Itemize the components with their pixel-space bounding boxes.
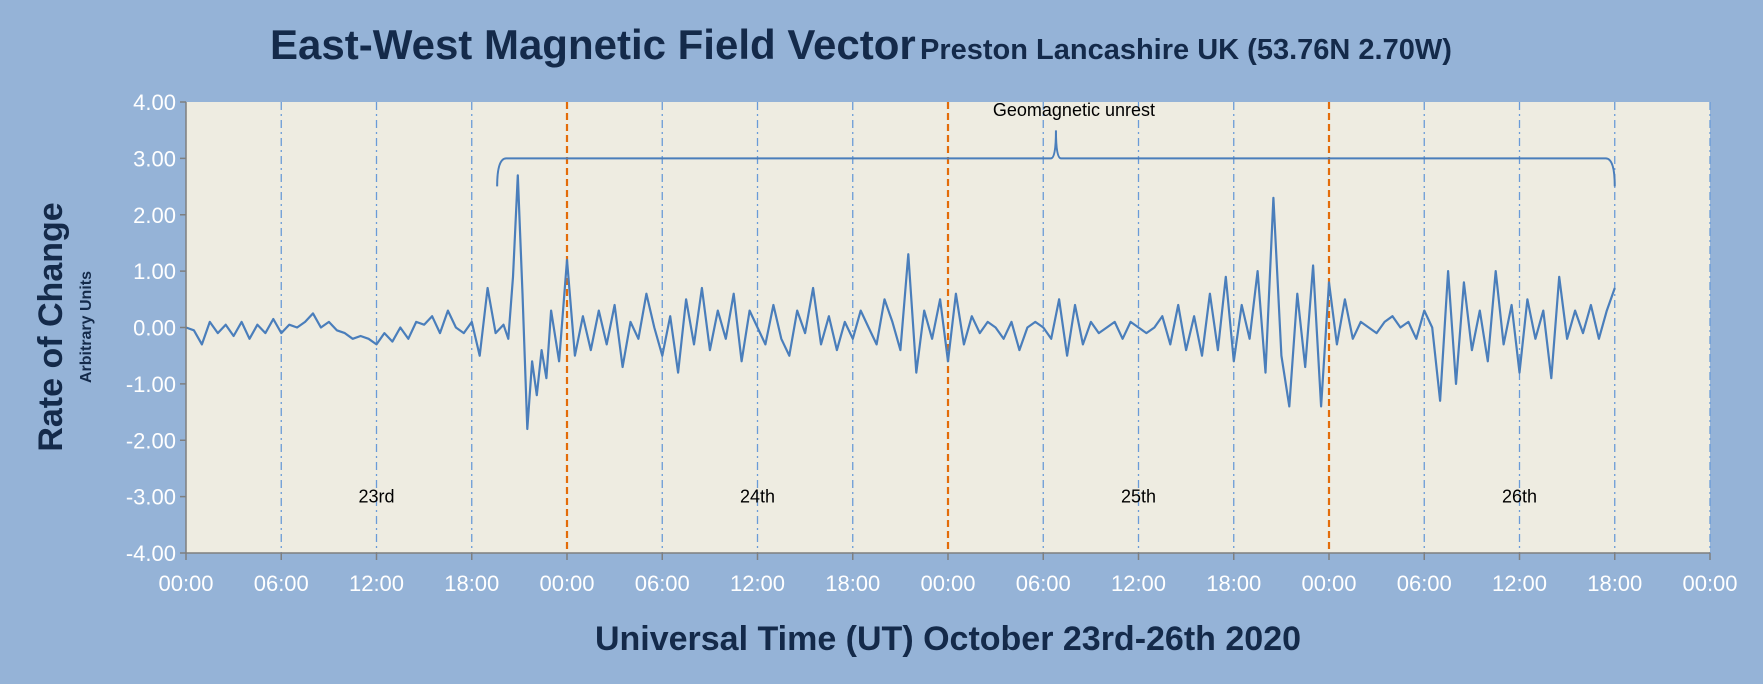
y-tick-label: -3.00 xyxy=(126,485,176,510)
x-tick-labels: 00:00 06:00 12:00 18:00 00:00 06:00 12:00 18:00… xyxy=(158,553,1738,596)
day-label: 23rd xyxy=(358,486,394,506)
x-tick-label: 18:00 xyxy=(1206,571,1261,596)
annotation-label: Geomagnetic unrest xyxy=(993,100,1155,120)
x-tick-label: 18:00 xyxy=(444,571,499,596)
x-tick-label: 12:00 xyxy=(349,571,404,596)
x-tick-label: 00:00 xyxy=(1301,571,1356,596)
x-tick-label: 00:00 xyxy=(158,571,213,596)
y-axis-subtitle: Arbitrary Units xyxy=(78,271,95,383)
x-tick-label: 00:00 xyxy=(920,571,975,596)
x-tick-label: 06:00 xyxy=(635,571,690,596)
x-tick-label: 12:00 xyxy=(1492,571,1547,596)
y-tick-label: 2.00 xyxy=(133,203,176,228)
y-tick-label: 0.00 xyxy=(133,316,176,341)
y-tick-label: -4.00 xyxy=(126,541,176,566)
day-label: 24th xyxy=(740,486,775,506)
x-tick-label: 12:00 xyxy=(730,571,785,596)
day-label: 26th xyxy=(1502,486,1537,506)
x-tick-label: 00:00 xyxy=(539,571,594,596)
y-tick-label: -2.00 xyxy=(126,428,176,453)
day-labels: 23rd 24th 25th 26th xyxy=(358,486,1537,506)
y-tick-label: 4.00 xyxy=(133,90,176,115)
chart-title: East-West Magnetic Field Vector xyxy=(270,21,916,68)
series-line xyxy=(185,174,1616,431)
y-tick-label: 1.00 xyxy=(133,259,176,284)
x-tick-label: 06:00 xyxy=(1016,571,1071,596)
annotation-bracket xyxy=(496,130,1616,187)
x-tick-label: 06:00 xyxy=(1397,571,1452,596)
x-tick-label: 12:00 xyxy=(1111,571,1166,596)
chart-subtitle: Preston Lancashire UK (53.76N 2.70W) xyxy=(920,34,1452,66)
y-tick-label: 3.00 xyxy=(133,146,176,171)
x-tick-label: 00:00 xyxy=(1682,571,1737,596)
geomagnetic-unrest-annotation: Geomagnetic unrest xyxy=(496,100,1616,187)
y-tick-labels: 4.00 3.00 2.00 1.00 0.00 -1.00 -2.00 -3.00 -4.00 xyxy=(126,90,186,566)
x-tick-label: 18:00 xyxy=(825,571,880,596)
x-tick-label: 06:00 xyxy=(254,571,309,596)
x-axis-title: Universal Time (UT) October 23rd-26th 20… xyxy=(595,620,1301,658)
y-axis-title: Rate of Change xyxy=(32,202,70,451)
x-tick-label: 18:00 xyxy=(1587,571,1642,596)
y-tick-label: -1.00 xyxy=(126,372,176,397)
day-label: 25th xyxy=(1121,486,1156,506)
